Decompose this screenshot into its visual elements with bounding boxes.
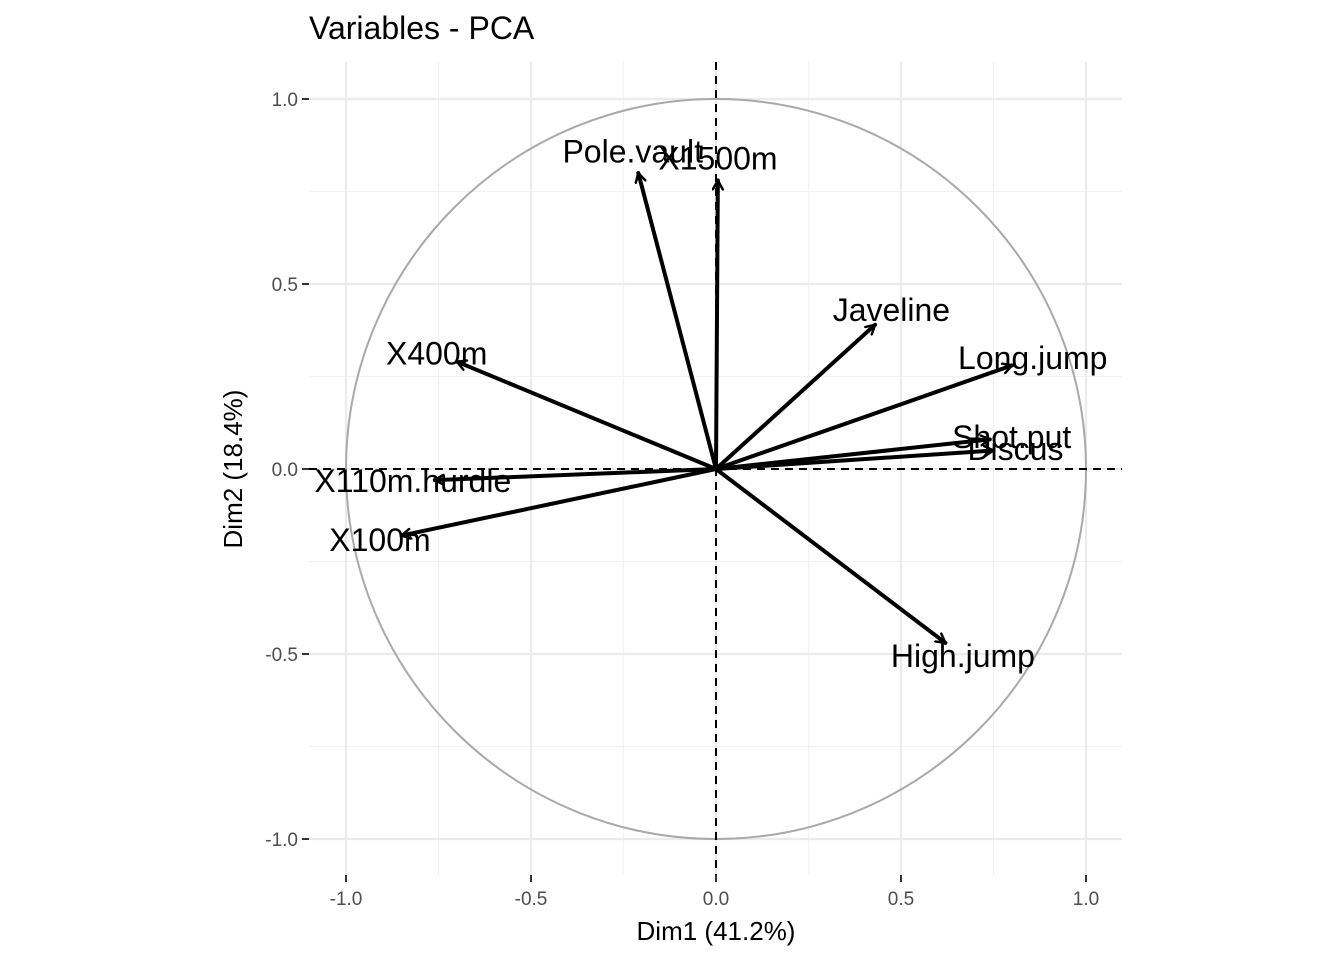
x-tick-label: 0.5 — [888, 889, 914, 910]
label-x1500m: X1500m — [658, 140, 777, 176]
x-tick-label: 0.0 — [703, 889, 729, 910]
label-long-jump: Long.jump — [958, 340, 1107, 376]
label-x400m: X400m — [386, 335, 487, 371]
y-axis-title: Dim2 (18.4%) — [218, 390, 248, 549]
label-pole-vault: Pole.vault — [562, 134, 703, 170]
variable-arrows — [399, 171, 1014, 645]
arrow-pole-vault — [638, 171, 718, 471]
variable-labels: X100m Long.jump Shot.put High.jump X400m X110… — [314, 134, 1107, 674]
y-axis-ticks: -1.0 -0.5 0.0 0.5 1.0 — [265, 90, 309, 851]
x-axis-title: Dim1 (41.2%) — [637, 916, 796, 946]
label-x110m-hurdle: X110m.hurdle — [314, 463, 511, 499]
arrow-long-jump — [714, 365, 1014, 471]
y-tick-label: -1.0 — [265, 830, 298, 851]
label-discus: Discus — [967, 431, 1063, 467]
arrow-javeline — [714, 322, 878, 471]
y-tick-label: 1.0 — [272, 90, 298, 111]
label-shot-put: Shot.put — [952, 419, 1071, 455]
chart-title: Variables - PCA — [309, 10, 535, 46]
x-tick-label: 1.0 — [1073, 889, 1099, 910]
label-high-jump: High.jump — [891, 638, 1035, 674]
x-tick-label: -0.5 — [515, 889, 548, 910]
y-tick-label: -0.5 — [265, 645, 298, 666]
arrow-x100m — [399, 467, 718, 536]
y-tick-label: 0.5 — [272, 275, 298, 296]
arrow-high-jump — [714, 467, 948, 645]
arrow-x110m-hurdle — [432, 467, 718, 480]
arrow-discus — [714, 451, 996, 471]
arrow-x1500m — [716, 178, 718, 471]
label-x100m: X100m — [329, 522, 430, 558]
arrow-x400m — [455, 362, 718, 471]
x-axis-ticks: -1.0 -0.5 0.0 0.5 1.0 — [330, 875, 1099, 910]
y-tick-label: 0.0 — [272, 460, 298, 481]
label-javeline: Javeline — [833, 292, 950, 328]
x-tick-label: -1.0 — [330, 889, 363, 910]
